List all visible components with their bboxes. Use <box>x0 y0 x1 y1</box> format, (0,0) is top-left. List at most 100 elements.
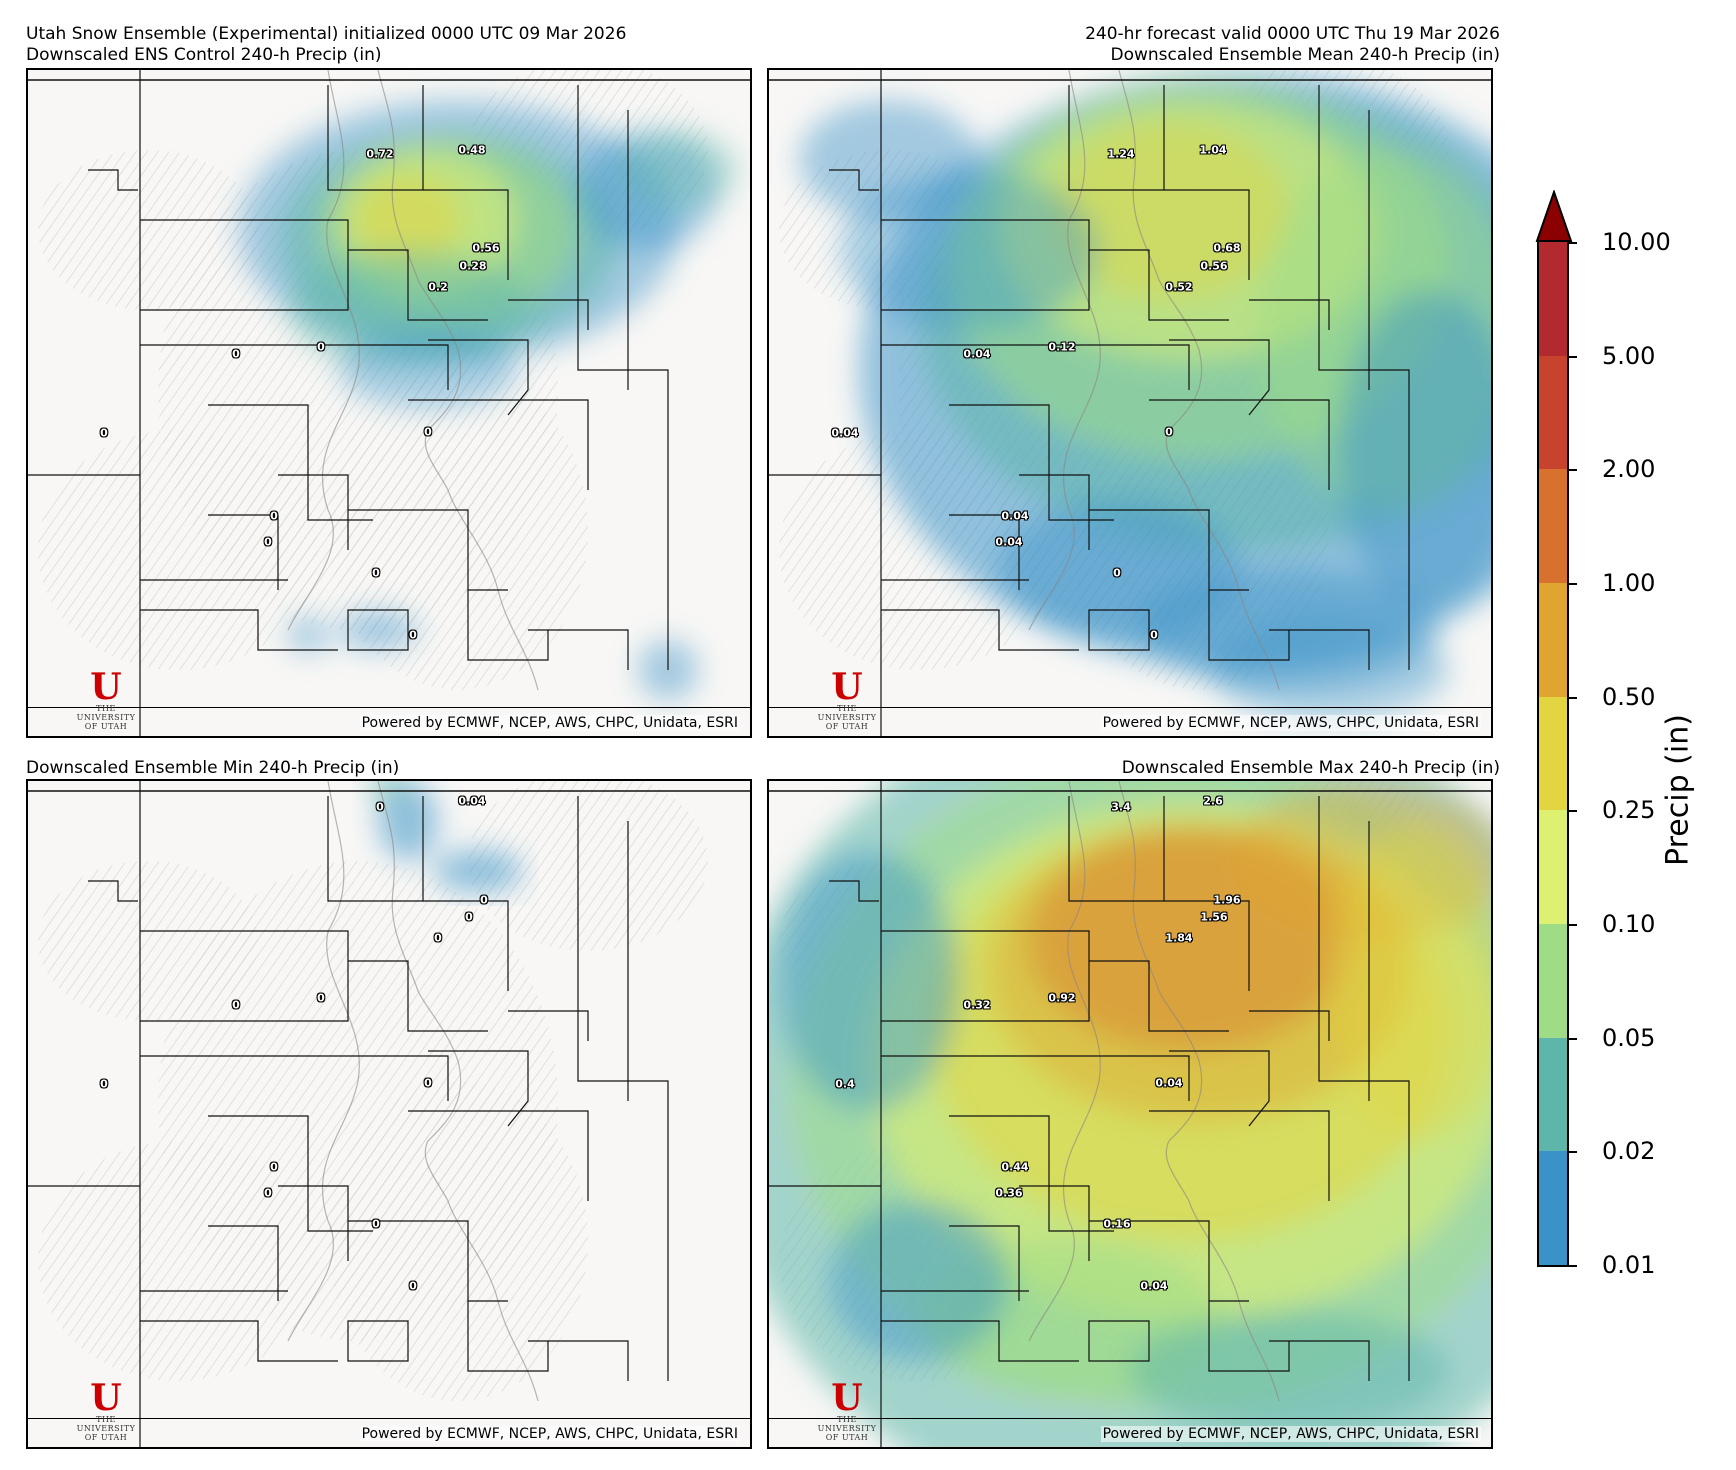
logo-line2: UNIVERSITY <box>76 713 136 722</box>
county-border <box>1318 85 1410 670</box>
river-line <box>377 781 539 1402</box>
terrain-map <box>28 70 750 736</box>
county-border <box>949 514 1020 590</box>
colorbar-tick-label: 0.02 <box>1602 1137 1656 1166</box>
point-value-label: 0.44 <box>1001 1160 1029 1174</box>
colorbar-segment <box>1539 469 1567 584</box>
logo-line3: OF UTAH <box>825 722 869 731</box>
university-logo: U THE UNIVERSITY OF UTAH <box>807 1380 887 1442</box>
point-value-label: 0.04 <box>458 794 486 808</box>
point-value-label: 0 <box>232 347 240 361</box>
river-line <box>1028 781 1101 1342</box>
precip-area <box>829 1201 1009 1361</box>
point-value-label: 0 <box>232 998 240 1012</box>
county-border <box>467 590 549 661</box>
county-border <box>1169 339 1270 416</box>
precip-area <box>1049 120 1289 300</box>
logo-letter: U <box>90 666 122 708</box>
point-value-label: 1.56 <box>1200 910 1228 924</box>
point-value-label: 0 <box>465 910 473 924</box>
footer-divider <box>28 1418 750 1419</box>
colorbar-tick <box>1569 355 1577 358</box>
county-border <box>508 299 589 330</box>
precip-area <box>368 781 408 806</box>
logo-line1: THE <box>837 704 857 713</box>
county-border <box>208 404 373 521</box>
point-value-label: 0.04 <box>1155 1076 1183 1090</box>
footer-divider <box>769 1418 1491 1419</box>
university-logo: U THE UNIVERSITY OF UTAH <box>807 666 887 731</box>
county-border <box>1089 509 1249 591</box>
panel-4-title: Downscaled Ensemble Max 240-h Precip (in… <box>1121 758 1500 778</box>
university-logo: U THE UNIVERSITY OF UTAH <box>66 1380 146 1442</box>
county-border <box>508 1010 589 1041</box>
point-value-label: 0.04 <box>831 426 859 440</box>
colorbar-tick <box>1569 696 1577 699</box>
river-line <box>377 70 539 691</box>
river-line <box>1118 70 1280 691</box>
county-border <box>428 1050 529 1127</box>
point-value-label: 0.52 <box>1165 280 1193 294</box>
point-value-label: 0.48 <box>458 143 486 157</box>
colorbar-segment <box>1539 696 1567 811</box>
county-border <box>348 960 488 1032</box>
county-border <box>949 404 1114 521</box>
county-border <box>528 629 629 670</box>
county-border <box>408 399 589 490</box>
county-border <box>949 1115 1114 1232</box>
county-border <box>347 1320 409 1362</box>
county-border <box>1249 299 1330 330</box>
precip-area <box>799 100 979 220</box>
point-value-label: 0.56 <box>472 241 500 255</box>
colorbar-tick-label: 0.01 <box>1602 1251 1656 1279</box>
county-border <box>140 219 349 311</box>
county-border <box>881 1055 1190 1101</box>
colorbar-segment <box>1539 1151 1567 1266</box>
colorbar-tick <box>1569 1037 1577 1040</box>
county-border <box>140 609 338 651</box>
colorbar-tick <box>1569 1151 1577 1154</box>
point-value-label: 1.24 <box>1107 147 1135 161</box>
county-border <box>347 609 409 651</box>
terrain-relief <box>38 1141 318 1381</box>
point-value-label: 0 <box>1113 566 1121 580</box>
point-value-label: 0 <box>270 509 278 523</box>
terrain-map <box>769 70 1491 736</box>
colorbar-segment <box>1539 1037 1567 1152</box>
point-value-label: 0 <box>372 566 380 580</box>
point-value-label: 0 <box>409 628 417 642</box>
river-line <box>287 781 360 1342</box>
county-border <box>949 1225 1020 1301</box>
county-border <box>1089 960 1229 1032</box>
county-border <box>881 609 1079 651</box>
county-border <box>881 219 1090 311</box>
map-panel-ens-mean: U THE UNIVERSITY OF UTAH Powered by ECMWF, N… <box>767 68 1493 738</box>
point-value-label: 1.84 <box>1165 931 1193 945</box>
county-border <box>1068 796 1165 902</box>
logo-letter: U <box>831 666 863 708</box>
county-border <box>1088 609 1150 651</box>
colorbar-tick <box>1569 469 1577 472</box>
point-value-label: 0 <box>424 425 432 439</box>
county-border <box>348 509 508 591</box>
point-value-label: 0.68 <box>1213 241 1241 255</box>
colorbar-segment <box>1539 810 1567 925</box>
point-value-label: 0 <box>434 931 442 945</box>
point-value-label: 0.04 <box>963 347 991 361</box>
credit-text: Powered by ECMWF, NCEP, AWS, CHPC, Unida… <box>359 1426 740 1442</box>
terrain-relief <box>38 430 318 670</box>
county-border <box>528 1340 629 1381</box>
footer-divider <box>769 707 1491 708</box>
colorbar-tick-label: 10.00 <box>1602 228 1671 256</box>
point-value-label: 0 <box>376 800 384 814</box>
county-border <box>1088 1320 1150 1362</box>
county-border <box>408 1110 589 1201</box>
county-border <box>423 900 509 991</box>
precip-area <box>338 330 518 410</box>
county-border <box>1208 1301 1290 1372</box>
county-border <box>1089 249 1229 321</box>
county-border <box>1169 1050 1270 1127</box>
point-value-label: 3.4 <box>1111 800 1131 814</box>
county-border <box>1149 399 1330 490</box>
county-border <box>881 930 1090 1022</box>
